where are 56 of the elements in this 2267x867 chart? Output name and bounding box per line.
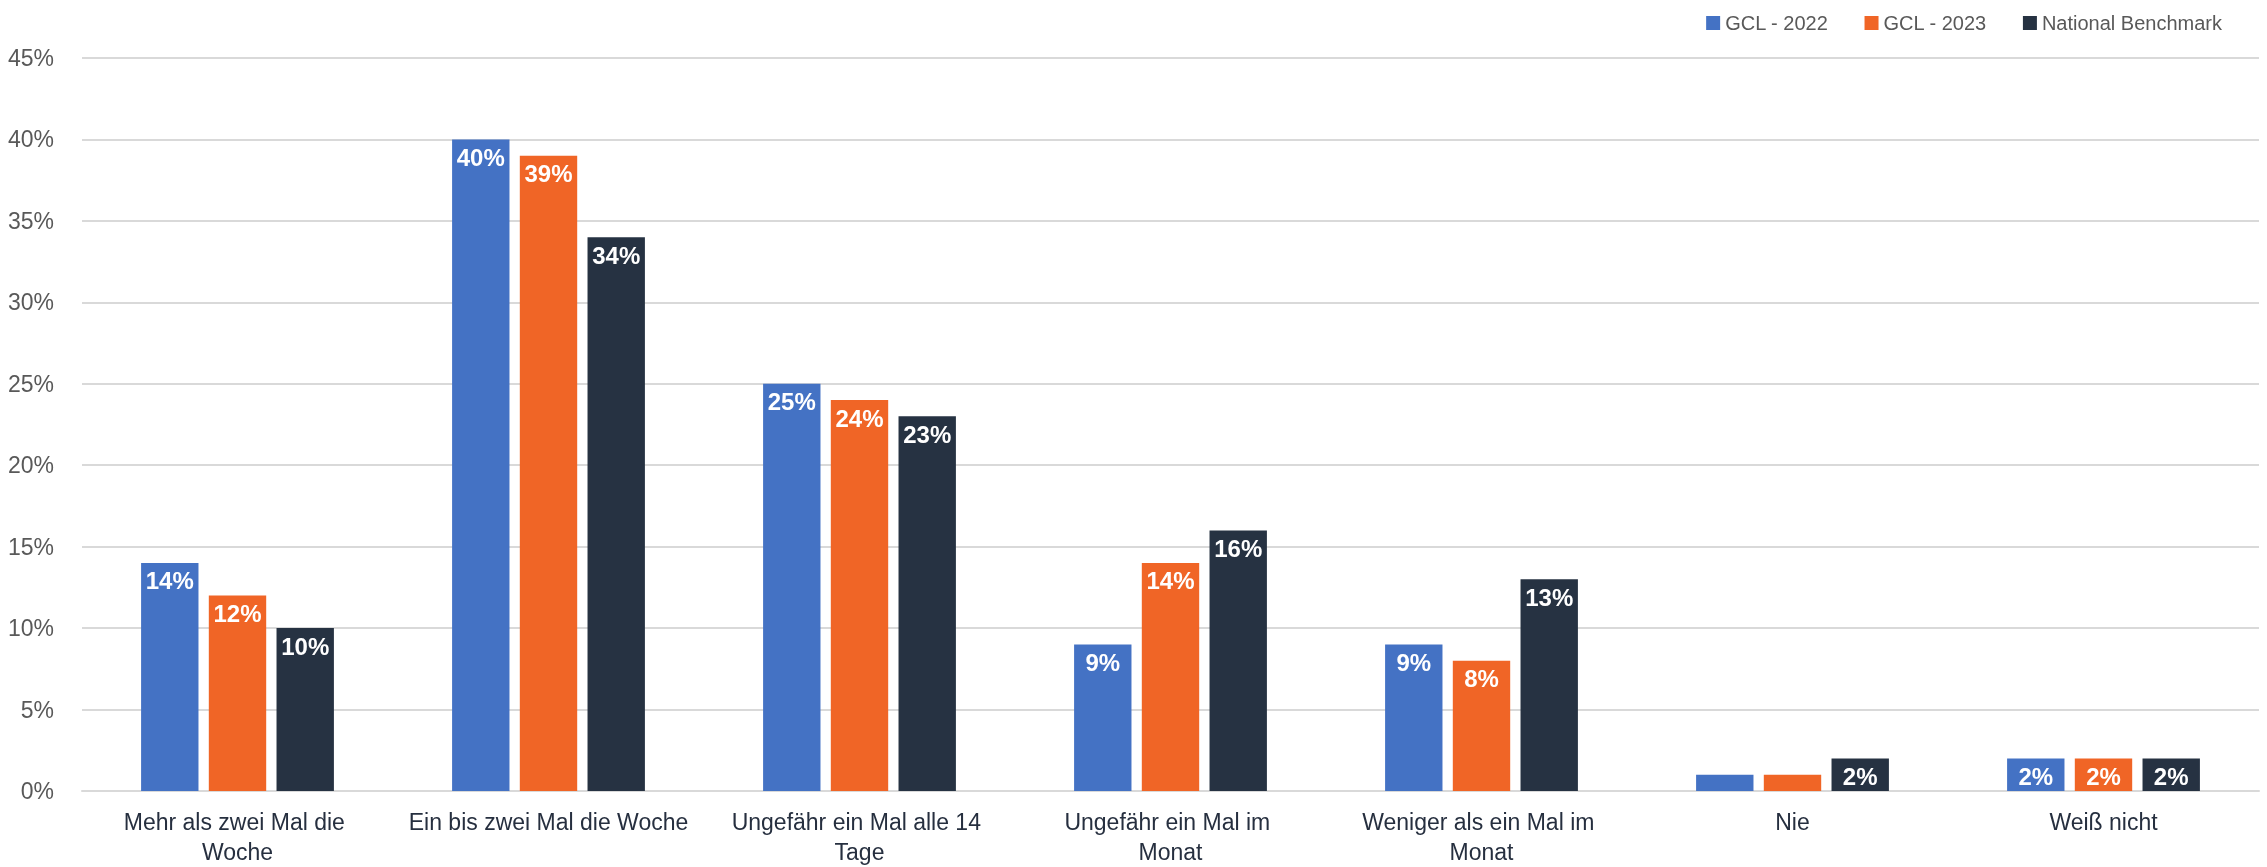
data-label: 39% <box>524 160 573 188</box>
legend-label: GCL - 2022 <box>1725 12 1828 34</box>
bar <box>276 628 334 791</box>
bar <box>1696 774 1754 791</box>
bar <box>519 155 578 791</box>
bar <box>208 595 267 791</box>
data-label: 23% <box>903 420 952 448</box>
data-label: 9% <box>1085 648 1121 676</box>
data-label: 8% <box>1464 665 1499 693</box>
x-tick-label: Weiß nicht <box>2049 809 2159 835</box>
y-tick-label: 15% <box>7 533 54 560</box>
bar <box>587 237 645 791</box>
data-label: 14% <box>145 567 194 595</box>
bar <box>763 383 821 791</box>
bar <box>1452 660 1511 791</box>
y-tick-label: 30% <box>7 289 54 316</box>
bar <box>830 400 889 791</box>
bar <box>1209 530 1267 791</box>
y-tick-label: 45% <box>7 45 54 71</box>
y-tick-label: 0% <box>20 778 54 804</box>
y-tick-label: 40% <box>7 126 54 153</box>
bar <box>141 562 199 791</box>
bar <box>898 416 956 791</box>
data-label: 9% <box>1396 648 1432 676</box>
data-label: 2% <box>2153 762 2189 790</box>
x-tick-label: Ungefähr ein Mal im Monat <box>1064 809 1277 865</box>
data-label: 12% <box>213 600 262 628</box>
data-label: 24% <box>835 404 884 432</box>
x-tick-label: Ungefähr ein Mal alle 14 Tage <box>731 809 988 865</box>
data-label: 2% <box>2086 762 2121 790</box>
data-label: 25% <box>767 388 816 416</box>
y-tick-label: 5% <box>20 696 54 723</box>
data-label: 14% <box>1146 567 1195 595</box>
data-label: 2% <box>2018 762 2054 790</box>
y-tick-label: 25% <box>7 370 54 397</box>
bar <box>1074 644 1132 791</box>
x-tick-label: Nie <box>1775 809 1810 835</box>
bar <box>1520 579 1578 791</box>
bar <box>1763 774 1822 791</box>
y-tick-label: 35% <box>7 207 54 234</box>
legend-label: National Benchmark <box>2041 12 2223 34</box>
data-label: 16% <box>1214 534 1263 562</box>
data-label: 13% <box>1525 583 1574 611</box>
legend-label: GCL - 2023 <box>1883 12 1987 34</box>
bar <box>1385 644 1443 791</box>
x-tick-label: Mehr als zwei Mal die Woche <box>123 809 352 865</box>
data-label: 34% <box>592 241 641 269</box>
data-label: 10% <box>281 632 330 660</box>
x-tick-label: Weniger als ein Mal im Monat <box>1362 809 1601 865</box>
x-tick-label: Ein bis zwei Mal die Woche <box>408 809 689 835</box>
y-tick-label: 20% <box>7 452 54 479</box>
data-label: 2% <box>1842 762 1878 790</box>
bar <box>1141 562 1200 791</box>
data-label: 40% <box>456 143 505 171</box>
bar <box>452 139 510 791</box>
y-tick-label: 10% <box>7 615 54 642</box>
